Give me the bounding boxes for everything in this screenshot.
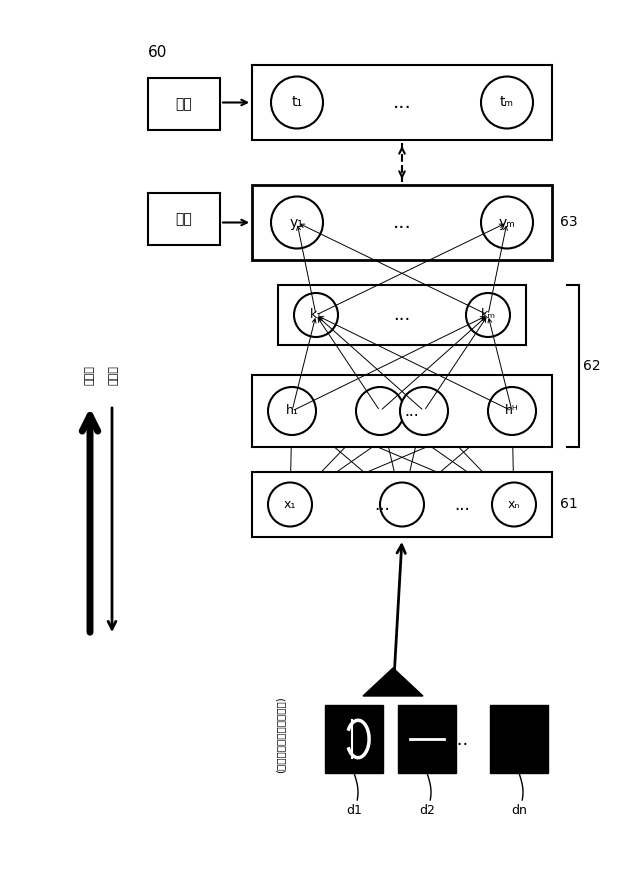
Text: dn: dn [511, 805, 527, 817]
Text: d2: d2 [419, 805, 435, 817]
Text: 60: 60 [148, 45, 168, 60]
Circle shape [492, 482, 536, 527]
FancyBboxPatch shape [252, 375, 552, 447]
Text: (入力データ・特分データ): (入力データ・特分データ) [275, 697, 285, 773]
Circle shape [271, 77, 323, 129]
Text: h₁: h₁ [285, 405, 298, 418]
Circle shape [268, 387, 316, 435]
Text: 逆伝播: 逆伝播 [109, 365, 119, 385]
Text: k₁: k₁ [310, 308, 322, 321]
Text: 61: 61 [560, 497, 578, 512]
FancyBboxPatch shape [148, 193, 220, 245]
Text: xₙ: xₙ [508, 498, 520, 511]
Text: d1: d1 [346, 805, 362, 817]
FancyBboxPatch shape [252, 472, 552, 537]
Circle shape [380, 482, 424, 527]
Text: ...: ... [394, 306, 411, 324]
FancyBboxPatch shape [490, 705, 548, 773]
Circle shape [268, 482, 312, 527]
Circle shape [481, 77, 533, 129]
Circle shape [271, 196, 323, 248]
Text: ...: ... [454, 496, 470, 513]
Text: yₘ: yₘ [499, 215, 515, 230]
Text: 予測: 予測 [175, 212, 193, 226]
Text: 62: 62 [583, 359, 600, 373]
FancyBboxPatch shape [252, 185, 552, 260]
FancyBboxPatch shape [148, 78, 220, 130]
Text: ...: ... [392, 93, 412, 112]
Circle shape [356, 387, 404, 435]
Circle shape [466, 293, 510, 337]
Text: t₁: t₁ [291, 96, 303, 110]
Text: tₘ: tₘ [500, 96, 514, 110]
FancyBboxPatch shape [252, 65, 552, 140]
Text: ...: ... [392, 213, 412, 232]
Text: ...: ... [404, 404, 419, 419]
Text: kₘ: kₘ [481, 308, 495, 321]
Text: y₁: y₁ [290, 215, 304, 230]
Text: ...: ... [451, 731, 468, 749]
Polygon shape [363, 668, 423, 696]
Circle shape [294, 293, 338, 337]
Text: x₁: x₁ [284, 498, 296, 511]
Text: ...: ... [374, 496, 390, 513]
Text: 順伝播: 順伝播 [85, 365, 95, 385]
Circle shape [481, 196, 533, 248]
Circle shape [488, 387, 536, 435]
Text: 63: 63 [560, 215, 578, 230]
Text: 正解: 正解 [175, 97, 193, 111]
FancyBboxPatch shape [278, 285, 526, 345]
Text: hᴴ: hᴴ [505, 405, 519, 418]
FancyBboxPatch shape [398, 705, 456, 773]
Circle shape [400, 387, 448, 435]
FancyBboxPatch shape [325, 705, 383, 773]
